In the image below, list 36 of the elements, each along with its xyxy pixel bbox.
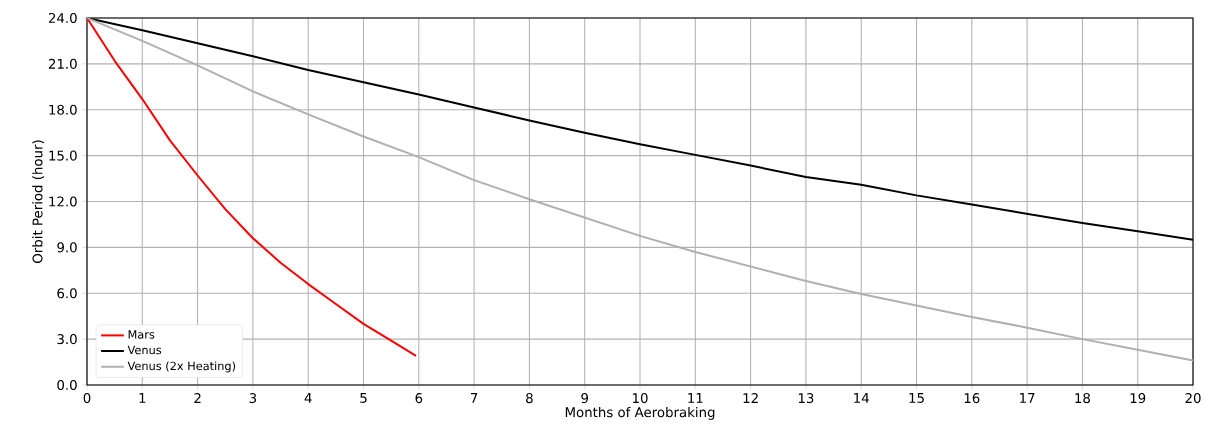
x-tick-label: 5: [360, 393, 367, 403]
x-tick-label: 11: [688, 393, 703, 403]
x-tick-label: 0: [83, 393, 91, 404]
x-tick-label: 9: [581, 393, 589, 404]
x-axis-title: Months of Aerobraking: [565, 406, 715, 420]
y-tick-label: 0.0: [57, 379, 77, 391]
x-tick-label: 16: [964, 393, 980, 404]
x-tick-label: 8: [526, 393, 533, 404]
y-tick-label: 3.0: [57, 334, 77, 345]
legend-label: Mars: [128, 330, 155, 339]
x-tick-label: 20: [1185, 393, 1201, 404]
x-tick-label: 14: [854, 393, 869, 403]
legend-label: Venus (2x Heating): [127, 361, 236, 373]
y-axis-title: Orbit Period (hour): [32, 140, 45, 263]
x-tick-label: 18: [1075, 393, 1090, 404]
x-tick-label: 6: [415, 393, 423, 404]
x-tick-label: 10: [632, 393, 648, 404]
y-tick-label: 9.0: [57, 242, 77, 253]
x-tick-label: 4: [304, 393, 312, 403]
y-tick-label: 6.0: [57, 288, 77, 299]
y-tick-label: 12.0: [49, 196, 77, 207]
x-tick-label: 19: [1130, 393, 1146, 404]
x-tick-label: 13: [798, 393, 814, 404]
x-tick-label: 2: [194, 393, 201, 403]
x-tick-label: 1: [139, 393, 146, 403]
legend-label: Venus: [127, 345, 162, 355]
y-tick-label: 21.0: [48, 58, 77, 69]
x-tick-label: 17: [1020, 393, 1035, 403]
x-tick-label: 3: [249, 393, 257, 404]
x-tick-label: 12: [743, 393, 758, 403]
y-tick-label: 24.0: [48, 12, 77, 24]
y-tick-label: 18.0: [49, 104, 77, 115]
x-tick-label: 7: [470, 393, 478, 403]
y-tick-label: 15.0: [49, 150, 77, 161]
x-tick-label: 15: [909, 393, 924, 403]
line-series: [87, 18, 418, 357]
